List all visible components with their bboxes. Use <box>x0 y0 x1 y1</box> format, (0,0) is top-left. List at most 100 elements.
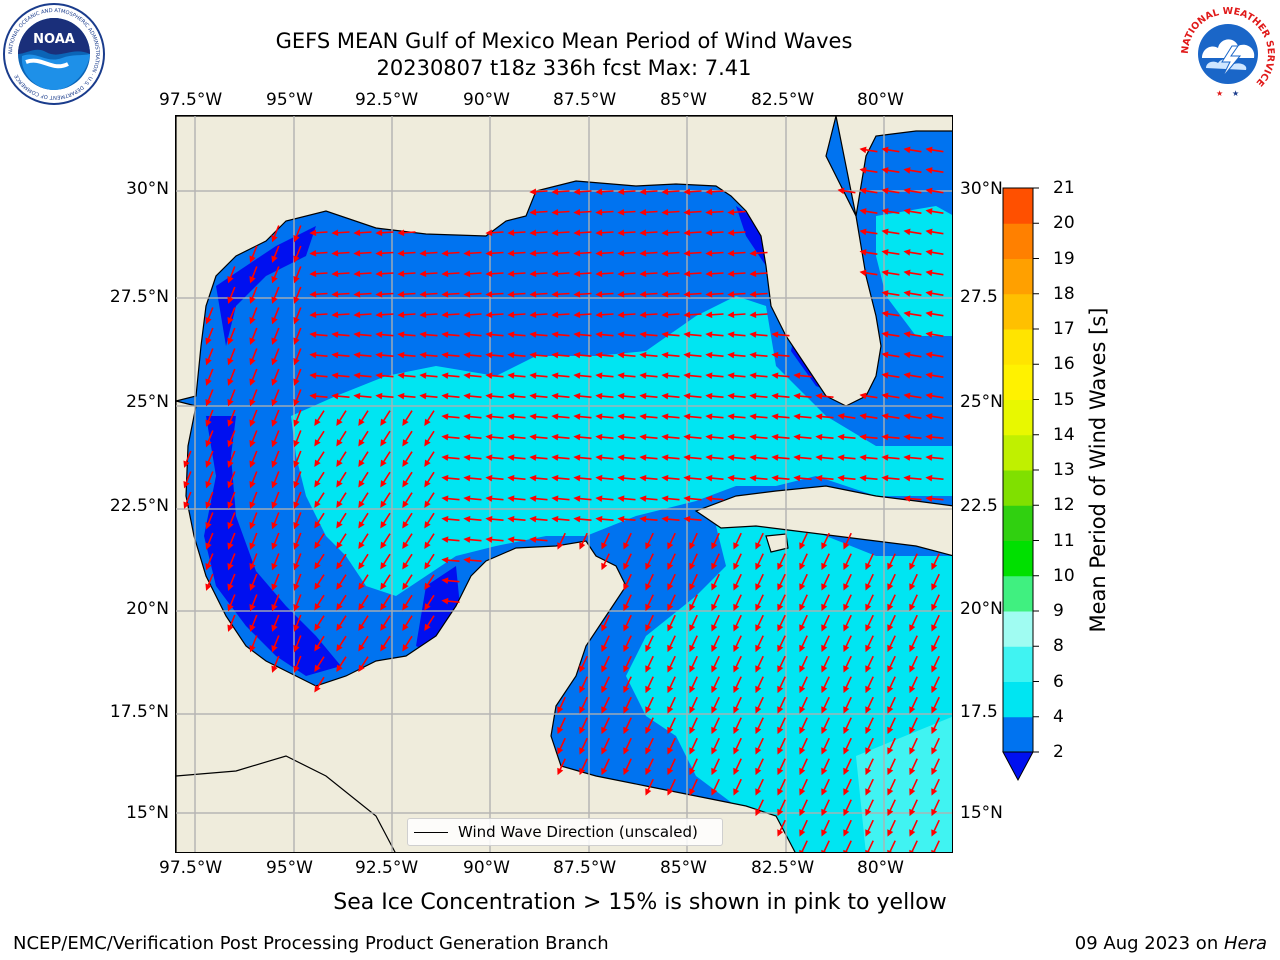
wind-wave-arrowhead <box>380 439 387 447</box>
wind-wave-arrowhead <box>309 311 317 319</box>
wind-wave-arrowhead <box>887 624 894 632</box>
wind-wave-arrowhead <box>711 726 718 735</box>
wind-wave-arrowhead <box>397 249 405 257</box>
wind-wave-arrowhead <box>799 767 806 776</box>
wind-wave-arrowhead <box>639 249 647 257</box>
wind-wave-arrowhead <box>293 645 300 653</box>
wind-wave-arrowhead <box>463 536 471 543</box>
wind-wave-arrowhead <box>183 501 190 509</box>
wind-wave-arrowhead <box>837 433 845 441</box>
wind-wave-arrowhead <box>375 331 383 338</box>
wind-wave-arrowhead <box>507 311 515 319</box>
wind-wave-arrowhead <box>777 665 784 673</box>
colorbar-tick-label: 15 <box>1053 389 1075 410</box>
wind-wave-arrowhead <box>931 583 938 591</box>
wind-wave-arrowhead <box>249 337 256 345</box>
wind-wave-arrowhead <box>733 706 740 714</box>
wind-wave-arrowhead <box>639 372 647 379</box>
colorbar-cell <box>1003 399 1033 436</box>
wind-wave-arrowhead <box>227 440 234 448</box>
wind-wave-arrowhead <box>645 583 652 591</box>
wind-wave-arrowhead <box>601 747 608 755</box>
wind-wave-arrowhead <box>205 501 212 509</box>
wind-wave-arrowhead <box>595 351 603 359</box>
wind-wave-arrowhead <box>402 623 409 631</box>
colorbar-cell <box>1003 188 1033 224</box>
wind-wave-arrow <box>888 840 896 852</box>
wind-wave-arrowhead <box>771 474 779 482</box>
isla-juventud <box>765 533 789 553</box>
lat-tick-right-20: 20°N <box>960 599 1003 619</box>
wind-wave-arrowhead <box>771 454 779 461</box>
wind-wave-arrowhead <box>887 788 894 796</box>
wind-wave-arrowhead <box>639 290 647 298</box>
wind-wave-arrowhead <box>419 392 427 400</box>
wind-wave-arrowhead <box>859 187 867 195</box>
wind-wave-arrowhead <box>661 331 669 338</box>
colorbar-tick-label: 9 <box>1053 601 1064 621</box>
wind-wave-arrowhead <box>309 372 317 379</box>
wind-wave-arrowhead <box>507 351 515 359</box>
wind-wave-arrowhead <box>881 372 889 379</box>
wind-wave-arrowhead <box>799 829 806 837</box>
wind-wave-arrowhead <box>727 331 735 338</box>
wind-wave-arrowhead <box>821 542 828 550</box>
wind-wave-arrowhead <box>749 474 757 482</box>
wind-wave-arrowhead <box>419 372 427 379</box>
wind-wave-arrowhead <box>293 604 300 612</box>
wind-wave-arrowhead <box>705 331 713 338</box>
wind-wave-arrowhead <box>755 603 762 612</box>
wind-wave-arrowhead <box>683 413 691 420</box>
wind-wave-arrowhead <box>397 372 405 379</box>
wind-wave-arrowhead <box>419 249 427 257</box>
wind-wave-arrowhead <box>353 249 361 257</box>
wind-wave-arrowhead <box>485 515 493 523</box>
wind-wave-arrowhead <box>887 829 894 837</box>
wind-wave-arrowhead <box>667 726 674 735</box>
wind-wave-arrowhead <box>485 270 493 278</box>
wind-wave-arrowhead <box>249 399 256 407</box>
wind-wave-arrowhead <box>755 562 762 571</box>
wind-wave-arrowhead <box>271 358 278 366</box>
wind-wave-arrowhead <box>205 522 212 530</box>
wind-wave-arrowhead <box>799 747 806 755</box>
wind-wave-arrowhead <box>205 563 212 571</box>
wind-wave-arrowhead <box>733 603 740 612</box>
wind-wave-arrowhead <box>661 454 669 461</box>
wind-wave-arrowhead <box>271 665 278 673</box>
wind-wave-arrowhead <box>667 767 674 776</box>
wind-wave-arrowhead <box>639 454 647 461</box>
wind-wave-arrowhead <box>865 685 872 694</box>
wind-wave-arrowhead <box>529 433 537 441</box>
credit-text: NCEP/EMC/Verification Post Processing Pr… <box>13 933 609 954</box>
wind-wave-arrowhead <box>463 495 471 502</box>
colorbar-label: Mean Period of Wind Waves [s] <box>1086 307 1110 633</box>
wind-wave-arrowhead <box>573 413 581 420</box>
wind-wave-arrowhead <box>485 249 493 257</box>
wind-wave-arrowhead <box>529 495 537 502</box>
wind-wave-arrow <box>822 840 830 852</box>
wind-wave-arrowhead <box>727 454 735 461</box>
wind-wave-arrowhead <box>931 726 938 735</box>
colorbar-cell <box>1003 434 1033 471</box>
wind-wave-arrowhead <box>485 351 493 359</box>
wind-wave-arrowhead <box>375 372 383 379</box>
wind-wave-arrowhead <box>887 644 894 653</box>
wind-wave-arrowhead <box>595 331 603 338</box>
wind-wave-arrowhead <box>227 317 234 325</box>
wind-wave-arrowhead <box>573 290 581 298</box>
wind-wave-arrowhead <box>645 706 652 714</box>
wind-wave-arrowhead <box>293 337 300 345</box>
wind-wave-arrowhead <box>843 562 850 571</box>
wind-wave-arrowhead <box>777 685 784 694</box>
wind-wave-arrowhead <box>623 644 630 653</box>
wind-wave-arrowhead <box>336 582 343 590</box>
wind-wave-arrowhead <box>249 460 256 468</box>
wind-wave-arrowhead <box>573 433 581 441</box>
wind-wave-arrowhead <box>271 235 278 243</box>
wind-wave-arrowhead <box>402 521 409 529</box>
wind-wave-arrowhead <box>733 542 740 550</box>
wind-wave-arrowhead <box>931 706 938 714</box>
wind-wave-arrowhead <box>887 726 894 735</box>
wind-wave-arrowhead <box>881 187 889 195</box>
